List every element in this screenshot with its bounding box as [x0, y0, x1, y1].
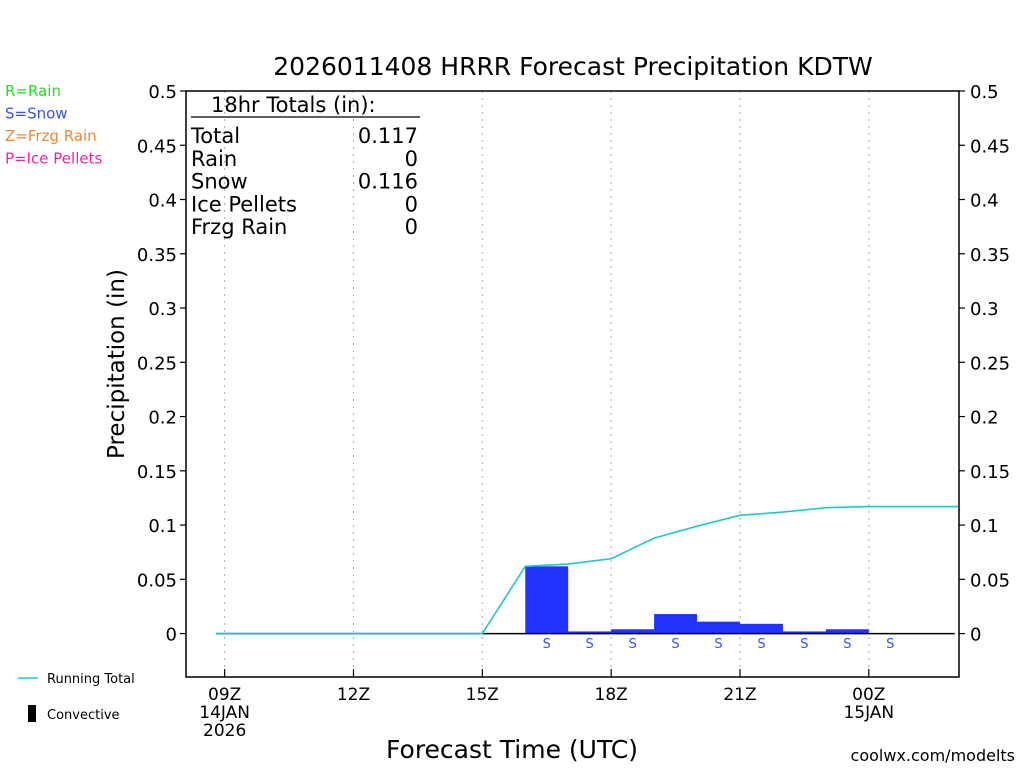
x-tick-label: 21Z	[723, 685, 756, 705]
totals-box: 18hr Totals (in): Total 0.117 Rain 0 Snow 0.1…	[190, 93, 420, 239]
y-axis-right: 0.5 0.45 0.4 0.35 0.3 0.25 0.2 0.15 0.1 0.05 0	[959, 82, 1010, 646]
ptype-marker: S	[671, 637, 679, 652]
precip-type-legend: R=Rain S=Snow Z=Frzg Rain P=Ice Pellets	[5, 82, 102, 168]
y-tick-label: 0.3	[970, 299, 999, 320]
precip-bars	[525, 566, 869, 634]
totals-heading: 18hr Totals (in):	[211, 93, 376, 117]
ptype-legend-item: R=Rain	[5, 82, 61, 100]
y-tick-label: 0.15	[137, 462, 177, 483]
ptype-marker: S	[843, 637, 851, 652]
precip-bar	[782, 631, 826, 634]
ptype-marker: S	[586, 637, 594, 652]
y-tick-label: 0.25	[137, 353, 177, 374]
ptype-legend-item: P=Ice Pellets	[5, 150, 102, 168]
y-tick-label: 0.25	[970, 353, 1010, 374]
ptype-marker: S	[628, 637, 636, 652]
y-tick-label: 0	[166, 625, 177, 646]
y-tick-label: 0.5	[970, 82, 999, 103]
convective-legend-swatch	[28, 705, 36, 722]
y-tick-label: 0.45	[137, 136, 177, 157]
series-legend: Running Total Convective	[18, 672, 135, 723]
totals-row-value: 0	[405, 215, 418, 239]
totals-row-value: 0	[405, 192, 418, 216]
x-tick-label: 12Z	[337, 685, 370, 705]
ptype-marker: S	[800, 637, 808, 652]
y-axis-label: Precipitation (in)	[104, 269, 130, 459]
totals-row-label: Frzg Rain	[191, 215, 287, 239]
x-tick-label: 14JAN	[199, 703, 250, 723]
x-axis-label: Forecast Time (UTC)	[386, 735, 638, 764]
precip-bar	[739, 623, 783, 634]
x-tick-label: 09Z	[208, 685, 241, 705]
y-tick-label: 0.35	[137, 245, 177, 266]
x-tick-label: 2026	[203, 721, 246, 741]
ptype-legend-item: Z=Frzg Rain	[5, 127, 97, 145]
ptype-marker: S	[886, 637, 894, 652]
totals-row-label: Ice Pellets	[191, 192, 297, 216]
y-tick-label: 0.45	[970, 136, 1010, 157]
convective-legend-label: Convective	[47, 708, 120, 723]
totals-row-label: Rain	[191, 147, 237, 171]
precip-bar	[525, 566, 569, 634]
totals-row-label: Snow	[191, 170, 248, 194]
ptype-marker: S	[757, 637, 765, 652]
totals-row-label: Total	[190, 124, 240, 148]
y-tick-label: 0.35	[970, 245, 1010, 266]
y-tick-label: 0.05	[970, 570, 1010, 591]
x-tick-label: 15Z	[466, 685, 499, 705]
totals-row-value: 0	[405, 147, 418, 171]
y-tick-label: 0.2	[970, 408, 999, 429]
y-tick-label: 0.4	[970, 191, 999, 212]
totals-row-value: 0.117	[358, 124, 418, 148]
y-tick-label: 0.15	[970, 462, 1010, 483]
y-axis-left: 0.5 0.45 0.4 0.35 0.3 0.25 0.2 0.15 0.1 0.05 0	[137, 82, 186, 646]
y-tick-label: 0.1	[148, 516, 177, 537]
x-tick-label: 18Z	[595, 685, 628, 705]
y-tick-label: 0.5	[148, 82, 177, 103]
running-total-series	[216, 505, 959, 635]
x-tick-label: 15JAN	[843, 703, 894, 723]
ptype-marker: S	[543, 637, 551, 652]
precip-bar	[697, 621, 740, 634]
y-tick-label: 0.4	[148, 191, 177, 212]
y-tick-label: 0.1	[970, 516, 999, 537]
y-tick-label: 0.2	[148, 408, 177, 429]
y-tick-label: 0.3	[148, 299, 177, 320]
running-total-legend-label: Running Total	[47, 672, 135, 687]
precip-bar	[611, 629, 655, 634]
ptype-legend-item: S=Snow	[5, 105, 68, 123]
credit-text: coolwx.com/modelts	[851, 746, 1015, 765]
ptype-marker: S	[714, 637, 722, 652]
chart-title: 2026011408 HRRR Forecast Precipitation K…	[273, 52, 872, 81]
plot-frame	[185, 90, 960, 678]
y-tick-label: 0.05	[137, 570, 177, 591]
y-tick-label: 0	[970, 625, 981, 646]
totals-row-value: 0.116	[358, 170, 418, 194]
precip-bar	[654, 614, 698, 634]
precip-bar	[825, 629, 869, 634]
running-total-line	[216, 505, 959, 635]
precip-bar	[568, 631, 612, 634]
x-tick-label: 00Z	[852, 685, 885, 705]
